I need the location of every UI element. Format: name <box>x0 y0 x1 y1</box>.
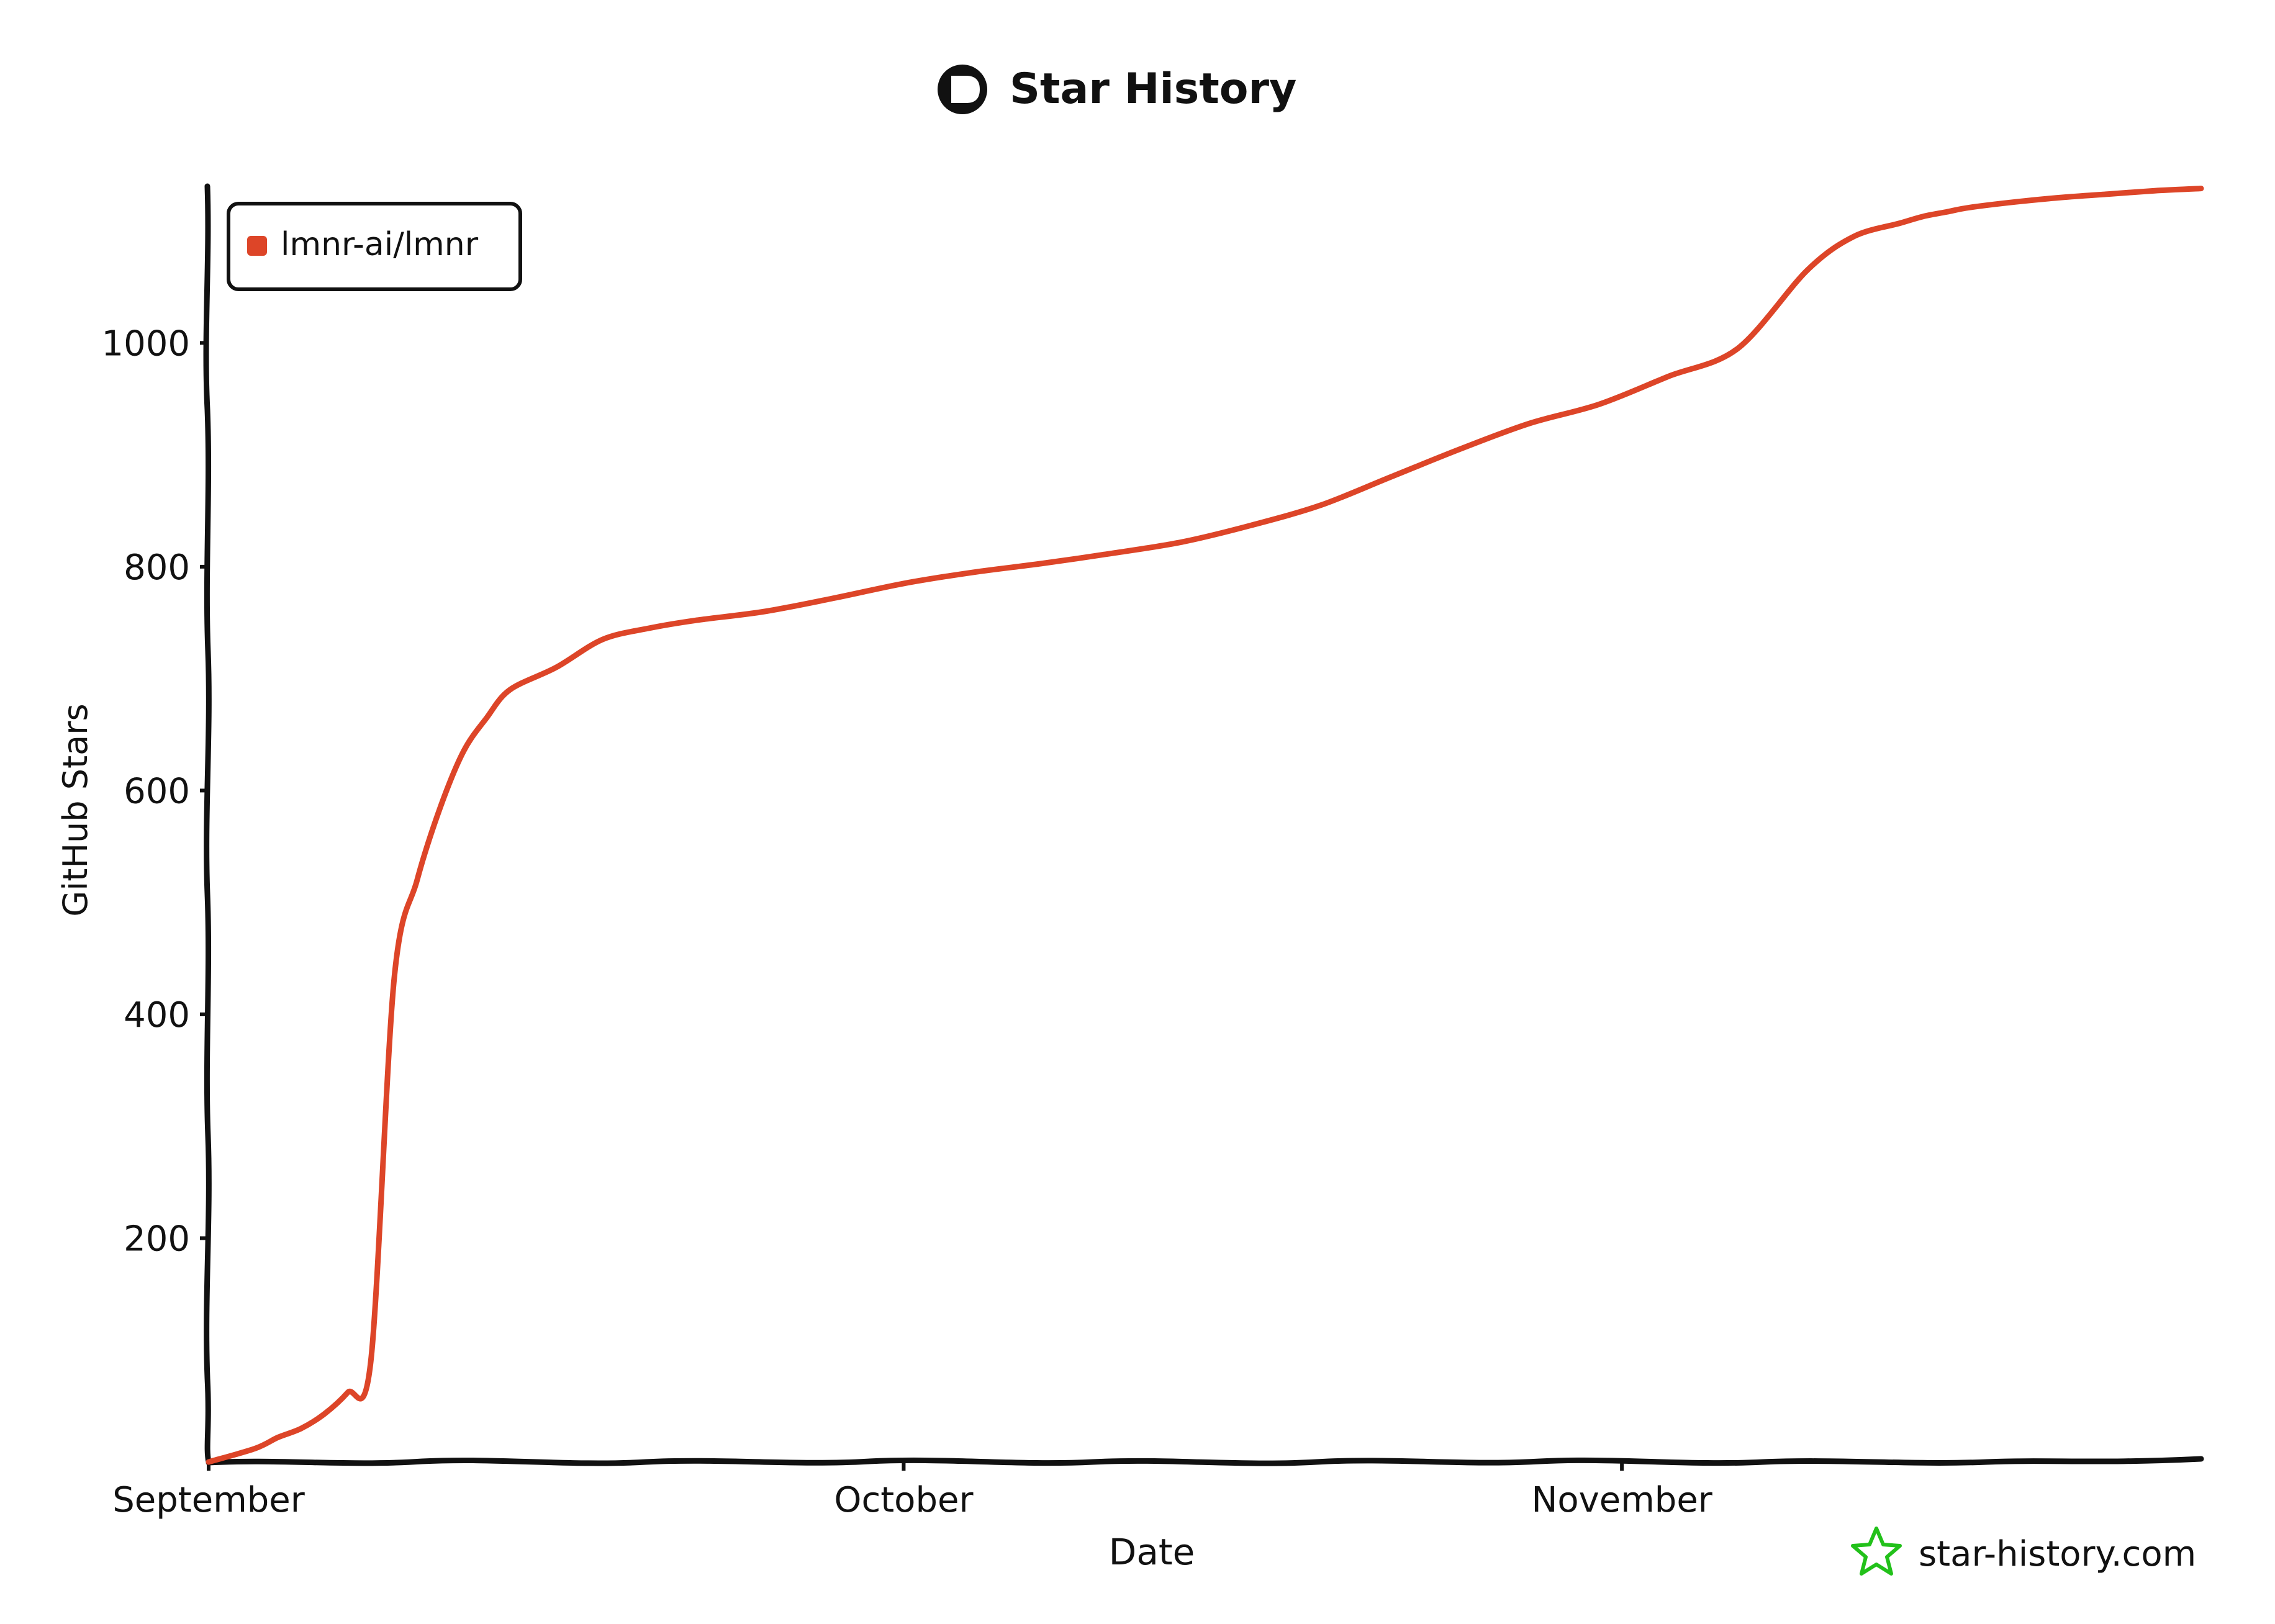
watermark-text: star-history.com <box>1919 1534 2196 1574</box>
x-tick-label: November <box>1531 1480 1712 1520</box>
x-tick-label: October <box>834 1480 974 1520</box>
x-axis-ticks: September October November <box>112 1462 1713 1520</box>
x-tick-label: September <box>112 1480 305 1520</box>
series-points <box>207 187 2203 1464</box>
y-tick-label: 600 <box>124 771 190 811</box>
legend-swatch <box>247 236 267 256</box>
series-line-lmnr-ai-lmnr <box>206 186 2204 1465</box>
legend-label: lmnr-ai/lmnr <box>281 226 479 263</box>
y-tick-label: 400 <box>124 995 190 1035</box>
star-outline-icon <box>1851 1527 1902 1576</box>
y-tick-label: 200 <box>124 1219 190 1259</box>
chart-title-group: Star History <box>938 65 1296 114</box>
y-axis-line <box>203 183 212 1465</box>
y-tick-label: 1000 <box>101 323 190 364</box>
x-axis-line <box>206 1456 2204 1466</box>
y-tick-label: 800 <box>124 548 190 588</box>
y-axis-title: GitHub Stars <box>56 703 95 916</box>
chart-title: Star History <box>1010 65 1296 114</box>
legend-box <box>227 202 522 291</box>
watermark: star-history.com <box>1851 1527 2196 1576</box>
star-history-logo-icon <box>938 65 987 114</box>
x-axis-title: Date <box>1109 1531 1195 1573</box>
legend: lmnr-ai/lmnr <box>227 202 522 291</box>
y-axis-ticks: 200 400 600 800 1000 <box>101 323 209 1259</box>
